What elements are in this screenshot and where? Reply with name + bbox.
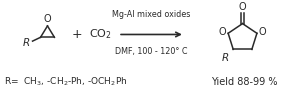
Text: +: + [72,28,83,41]
Text: O: O [239,2,246,12]
Text: Yield 88-99 %: Yield 88-99 % [211,77,278,87]
Text: CO$_2$: CO$_2$ [89,28,112,41]
Text: O: O [259,27,267,37]
Text: DMF, 100 - 120° C: DMF, 100 - 120° C [115,47,188,56]
Text: Mg-Al mixed oxides: Mg-Al mixed oxides [112,10,191,19]
Text: R: R [222,53,229,63]
Text: O: O [44,14,51,24]
Text: R=  CH$_3$, -CH$_2$-Ph, -OCH$_2$Ph: R= CH$_3$, -CH$_2$-Ph, -OCH$_2$Ph [4,76,127,88]
Text: R: R [22,38,29,48]
Text: O: O [218,27,226,37]
